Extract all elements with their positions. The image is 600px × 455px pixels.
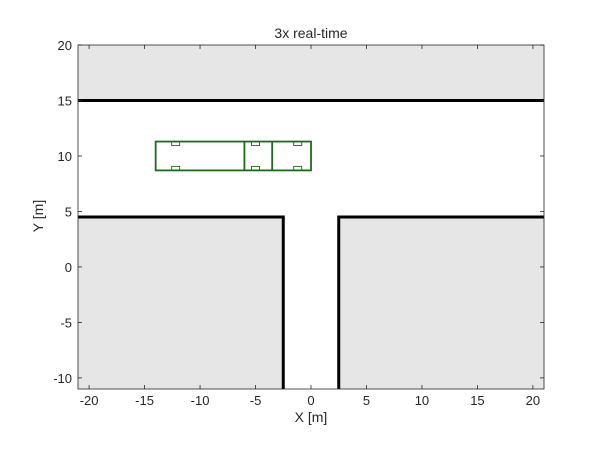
y-tick-label: -10 (53, 371, 72, 386)
right-road-boundary (337, 215, 544, 389)
y-tick-label: 10 (58, 149, 72, 164)
y-tick-label: 5 (65, 204, 72, 219)
x-axis-label: X [m] (295, 409, 328, 425)
vehicle-body (154, 140, 312, 172)
x-axis-ticks: -20 -15 -10 -5 0 5 10 15 20 (80, 45, 540, 408)
vehicle-wheel-bottom-1 (251, 165, 260, 171)
vehicle-wheel-top-2 (293, 141, 303, 146)
x-tick-label: 10 (415, 393, 429, 408)
road-areas (78, 45, 544, 389)
x-tick-label: -15 (135, 393, 154, 408)
x-tick-label: 20 (526, 393, 540, 408)
x-tick-label: 0 (307, 393, 314, 408)
vehicle-train (154, 140, 312, 172)
offroad-bottom-right (338, 217, 544, 389)
y-tick-label: -5 (60, 315, 72, 330)
x-tick-label: -5 (250, 393, 262, 408)
chart-title: 3x real-time (274, 25, 347, 41)
road-boundaries (78, 98, 544, 389)
y-axis-label: Y [m] (30, 200, 46, 232)
vehicle-wheel-top-1 (251, 141, 260, 146)
x-tick-label: 15 (470, 393, 484, 408)
offroad-bottom-left (78, 217, 284, 389)
x-tick-label: -10 (191, 393, 210, 408)
y-axis-ticks: -10 -5 0 5 10 15 20 (53, 38, 544, 386)
y-tick-label: 15 (58, 93, 72, 108)
left-road-boundary (78, 215, 285, 389)
vehicle-wheel-bottom-0 (171, 165, 181, 171)
y-tick-label: 20 (58, 38, 72, 53)
vehicle-wheel-top-0 (171, 141, 181, 146)
offroad-top (78, 45, 544, 101)
x-tick-label: 5 (363, 393, 370, 408)
x-tick-label: -20 (80, 393, 99, 408)
y-tick-label: 0 (65, 260, 72, 275)
vehicle-wheel-bottom-2 (293, 165, 303, 171)
